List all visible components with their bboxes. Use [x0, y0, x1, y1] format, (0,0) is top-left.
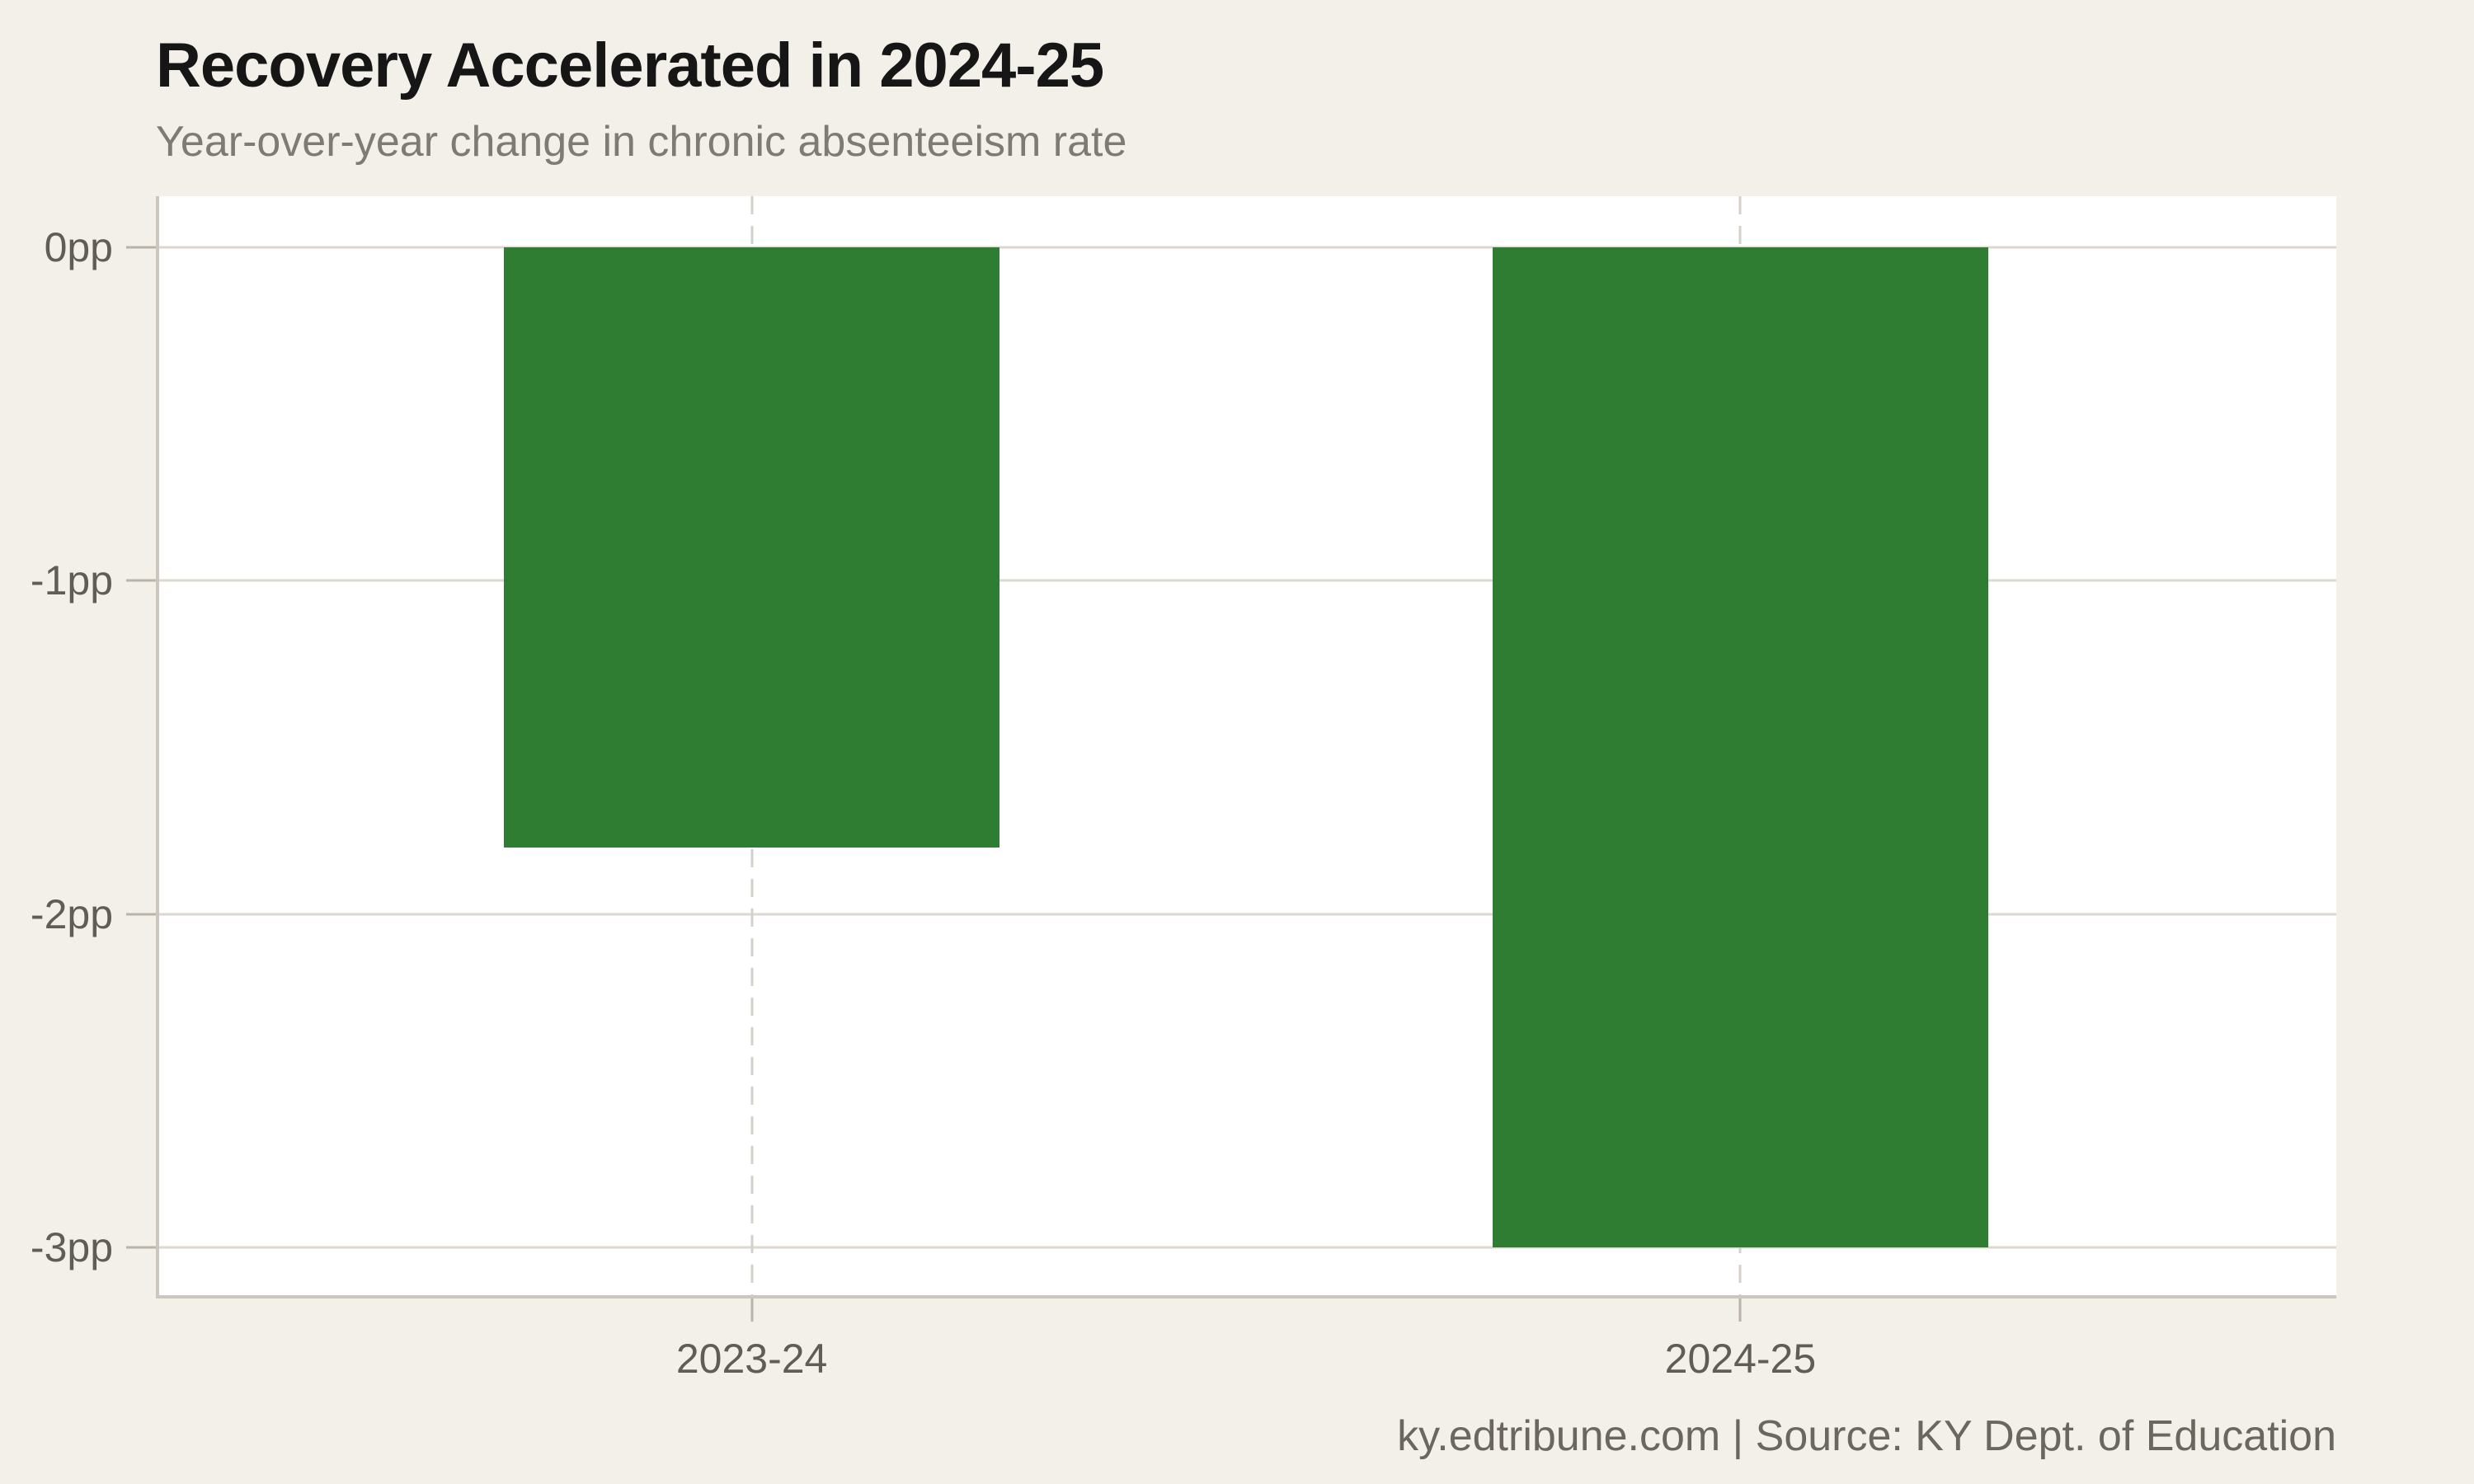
y-tick-mark — [126, 913, 156, 916]
y-axis-label: -3pp — [30, 1223, 113, 1270]
chart-title: Recovery Accelerated in 2024-25 — [156, 31, 1104, 101]
y-tick-mark — [126, 246, 156, 249]
x-tick-mark — [750, 1298, 754, 1322]
y-axis-label: 0pp — [44, 224, 113, 271]
horizontal-gridline-0pp — [156, 246, 2336, 249]
x-axis-label-2024-25: 2024-25 — [1664, 1336, 1817, 1382]
bar-2023-24 — [504, 247, 999, 848]
source-credit: ky.edtribune.com | Source: KY Dept. of E… — [1397, 1412, 2336, 1460]
horizontal-gridline-2pp — [156, 913, 2336, 916]
horizontal-gridline-1pp — [156, 579, 2336, 582]
y-axis-label: -1pp — [30, 557, 113, 604]
y-tick-mark — [126, 579, 156, 582]
y-axis-label: -2pp — [30, 890, 113, 937]
y-tick-mark — [126, 1246, 156, 1249]
plot-area: 0pp -1pp -2pp -3pp 2023-24 2024-25 — [31, 196, 2336, 1382]
y-axis-line — [156, 196, 159, 1298]
x-tick-mark — [1738, 1298, 1742, 1322]
horizontal-gridline-3pp — [156, 1246, 2336, 1249]
bar-2024-25 — [1493, 247, 1988, 1247]
x-axis-line — [156, 1295, 2336, 1298]
chart-subtitle: Year-over-year change in chronic absente… — [156, 118, 1127, 166]
x-axis-label-2023-24: 2023-24 — [675, 1336, 828, 1382]
